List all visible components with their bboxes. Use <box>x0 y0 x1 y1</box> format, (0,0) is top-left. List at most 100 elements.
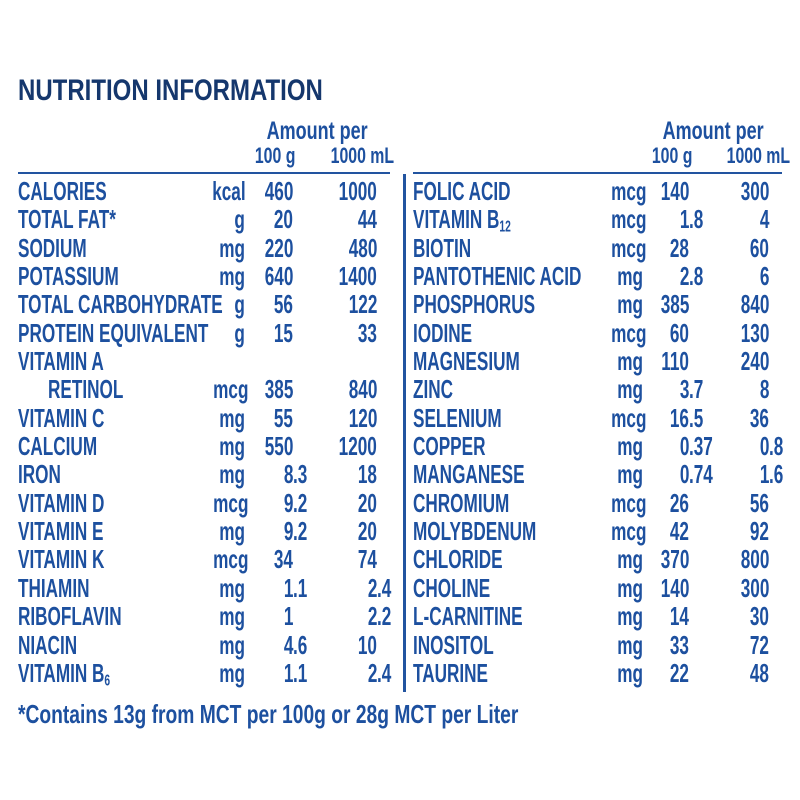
unit-cell: mg <box>593 545 643 574</box>
value-1000ml: 72 <box>702 629 782 660</box>
table-row: CALORIES kcal 460 1000 <box>18 176 390 206</box>
unit-text: g <box>234 289 245 320</box>
value-100g: 16.5 <box>643 403 703 432</box>
value-1000ml-int: 1 <box>759 459 769 490</box>
nutrient-name-text: VITAMIN B6 <box>18 657 111 690</box>
unit-cell: mg <box>593 346 643 377</box>
unit-cell: mcg <box>593 204 647 235</box>
value-100g: 1.1 <box>245 658 307 687</box>
nutrient-name-text: TOTAL FAT* <box>18 204 116 235</box>
value-100g-frac: .8 <box>689 261 704 292</box>
value-100g-int: 1 <box>679 204 689 235</box>
value-100g: 385 <box>643 290 702 319</box>
value-100g: 1.1 <box>245 572 308 603</box>
tables-region: Amount per 100 g 1000 mL CALORIES kcal 460… <box>18 112 790 692</box>
unit-cell: mcg <box>593 488 646 517</box>
value-1000ml: 240 <box>702 347 782 376</box>
value-100g: 640 <box>245 262 306 291</box>
nutrient-name: PANTOTHENIC ACID <box>413 262 593 291</box>
unit-cell: mg <box>195 516 245 547</box>
value-1000ml-int: 36 <box>749 402 769 433</box>
page-title-text: NUTRITION INFORMATION <box>18 74 323 107</box>
unit-text: mg <box>219 572 245 603</box>
value-1000ml-int: 92 <box>749 516 769 547</box>
nutrient-name-text: VITAMIN C <box>18 402 105 433</box>
value-100g-int: 15 <box>273 317 293 348</box>
unit-cell: mg <box>593 431 643 462</box>
unit-cell: mg <box>593 602 643 631</box>
table-row: SELENIUM mcg 16.5 36 <box>413 402 782 433</box>
nutrient-name-subscript: 12 <box>499 218 511 236</box>
unit-text: mg <box>219 516 245 547</box>
unit-text: mg <box>617 346 643 377</box>
value-1000ml: 1000 <box>306 176 390 206</box>
unit-text: mcg <box>611 317 647 348</box>
value-100g-int: 55 <box>273 402 293 433</box>
col-header-1000ml: 1000 mL <box>702 144 790 169</box>
table-row: ZINC mg 3.7 8 <box>413 374 782 405</box>
unit-text: mg <box>617 431 643 462</box>
value-1000ml-int: 48 <box>749 657 769 688</box>
value-1000ml-int: 120 <box>348 402 377 433</box>
unit-text: g <box>234 204 245 235</box>
unit-text: mcg <box>611 176 647 206</box>
value-1000ml-int: 1000 <box>338 176 377 206</box>
value-1000ml: 1400 <box>306 262 390 291</box>
value-100g-int: 28 <box>669 232 689 263</box>
value-1000ml-int: 130 <box>740 317 769 348</box>
nutrient-name-text: CALCIUM <box>18 431 98 462</box>
value-100g-int: 385 <box>264 374 293 405</box>
nutrient-name: SODIUM <box>18 233 195 262</box>
value-1000ml-int: 72 <box>749 629 769 660</box>
nutrient-name: PHOSPHORUS <box>413 290 593 319</box>
nutrient-name: COPPER <box>413 432 593 461</box>
value-100g: 2.8 <box>643 261 704 292</box>
amount-per-label: Amount per <box>643 118 782 144</box>
nutrient-name: MANGANESE <box>413 459 593 490</box>
value-100g: 26 <box>643 487 702 518</box>
table-header-left: Amount per 100 g 1000 mL <box>18 112 394 174</box>
unit-text: mcg <box>213 487 249 518</box>
value-100g-int: 26 <box>669 487 689 518</box>
value-1000ml-int: 2 <box>367 657 377 688</box>
value-100g: 4.6 <box>245 630 307 659</box>
table-row: PROTEIN EQUIVALENT g 15 33 <box>18 317 390 348</box>
value-1000ml-int: 44 <box>357 204 377 235</box>
value-1000ml: 74 <box>306 545 390 574</box>
unit-text: mg <box>219 402 245 433</box>
nutrient-name: INOSITOL <box>413 629 593 660</box>
nutrient-name-text: ZINC <box>413 374 454 405</box>
nutrition-table-right: Amount per 100 g 1000 mL FOLIC ACID mcg 14… <box>413 112 790 688</box>
unit-text: mg <box>219 261 245 292</box>
unit-text: mg <box>219 232 245 263</box>
value-100g: 1 <box>245 602 306 631</box>
value-1000ml-int: 18 <box>357 459 377 490</box>
unit-text: mcg <box>213 374 249 405</box>
value-100g-int: 110 <box>661 346 689 377</box>
value-1000ml-int: 840 <box>348 374 377 405</box>
value-1000ml: 2.4 <box>306 657 392 688</box>
nutrient-name: TOTAL CARBOHYDRATE <box>18 290 223 319</box>
nutrient-name: BIOTIN <box>413 233 593 262</box>
unit-text: mcg <box>611 204 647 235</box>
nutrient-name-text: MANGANESE <box>413 459 525 490</box>
value-1000ml-int: 56 <box>749 487 769 518</box>
table-row: MOLYBDENUM mcg 42 92 <box>413 516 782 547</box>
value-100g: 15 <box>245 317 306 348</box>
unit-text: mg <box>219 459 245 490</box>
table-row: SODIUM mg 220 480 <box>18 232 390 263</box>
nutrient-name-text: INOSITOL <box>413 629 494 660</box>
nutrient-name-text: VITAMIN E <box>18 516 104 547</box>
table-header-right: Amount per 100 g 1000 mL <box>413 112 790 174</box>
value-1000ml-int: 4 <box>759 204 769 235</box>
value-100g: 8.3 <box>245 460 307 489</box>
value-100g: 22 <box>643 658 702 687</box>
col-header-1000ml-text: 1000 mL <box>726 143 791 168</box>
value-1000ml-frac: .4 <box>377 657 392 688</box>
nutrient-name: THIAMIN <box>18 573 195 602</box>
nutrient-name-text: L-CARNITINE <box>413 601 523 632</box>
value-100g: 220 <box>245 233 306 262</box>
value-1000ml: 130 <box>702 317 782 348</box>
value-100g-frac: .1 <box>293 572 308 603</box>
value-1000ml: 20 <box>306 488 390 517</box>
